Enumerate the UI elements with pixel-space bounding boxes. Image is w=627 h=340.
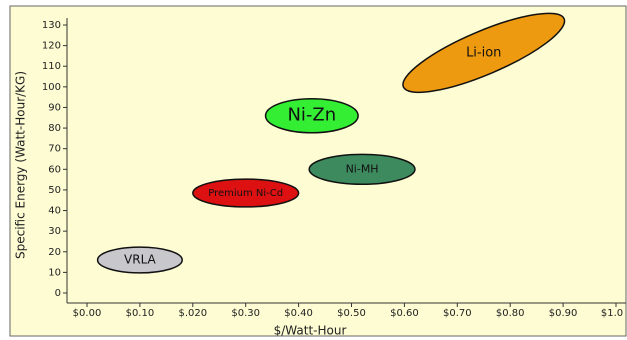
y-tick-label: 130	[42, 20, 61, 31]
y-tick-label: 90	[48, 102, 61, 113]
ellipse	[264, 97, 359, 134]
y-tick-label: 40	[48, 206, 61, 217]
x-tick-label: $1.0	[601, 308, 623, 319]
y-tick-label: 60	[48, 164, 61, 175]
y-tick-label: 10	[48, 267, 61, 278]
ellipse	[402, 12, 566, 94]
x-tick-label: $0.30	[231, 308, 260, 319]
ellipse	[308, 153, 416, 186]
x-tick-label: $0.40	[284, 308, 313, 319]
y-axis-label: Specific Energy (Watt-Hour/KG)	[14, 71, 28, 259]
ellipse	[192, 178, 300, 208]
x-tick-label: $0.00	[73, 308, 102, 319]
y-tick-label: 110	[42, 61, 61, 72]
ellipse-label: Ni-MH	[346, 162, 379, 175]
x-tick-label: $0.60	[390, 308, 419, 319]
x-tick-label: $0.80	[496, 308, 525, 319]
y-tick-label: 20	[48, 247, 61, 258]
ellipse-label: Ni-Zn	[287, 105, 336, 126]
y-tick-label: 80	[48, 123, 61, 134]
x-axis-label: $/Watt-Hour	[274, 324, 347, 338]
ellipse-label: Li-ion	[466, 45, 501, 60]
ellipse-label: Premium Ni-Cd	[208, 188, 283, 199]
y-tick-label: 100	[42, 82, 61, 93]
y-tick-label: 120	[42, 41, 61, 52]
y-tick-label: 30	[48, 226, 61, 237]
x-tick-label: $0.50	[337, 308, 366, 319]
ellipse-label: VRLA	[124, 253, 157, 267]
y-tick-label: 70	[48, 144, 61, 155]
x-tick-label: $0.10	[126, 308, 155, 319]
x-tick-label: $0.90	[549, 308, 578, 319]
ellipse	[96, 246, 183, 274]
y-tick-label: 50	[48, 185, 61, 196]
x-tick-label: $.020	[178, 308, 207, 319]
x-tick-label: $0.70	[443, 308, 472, 319]
y-tick-label: 0	[55, 288, 61, 299]
